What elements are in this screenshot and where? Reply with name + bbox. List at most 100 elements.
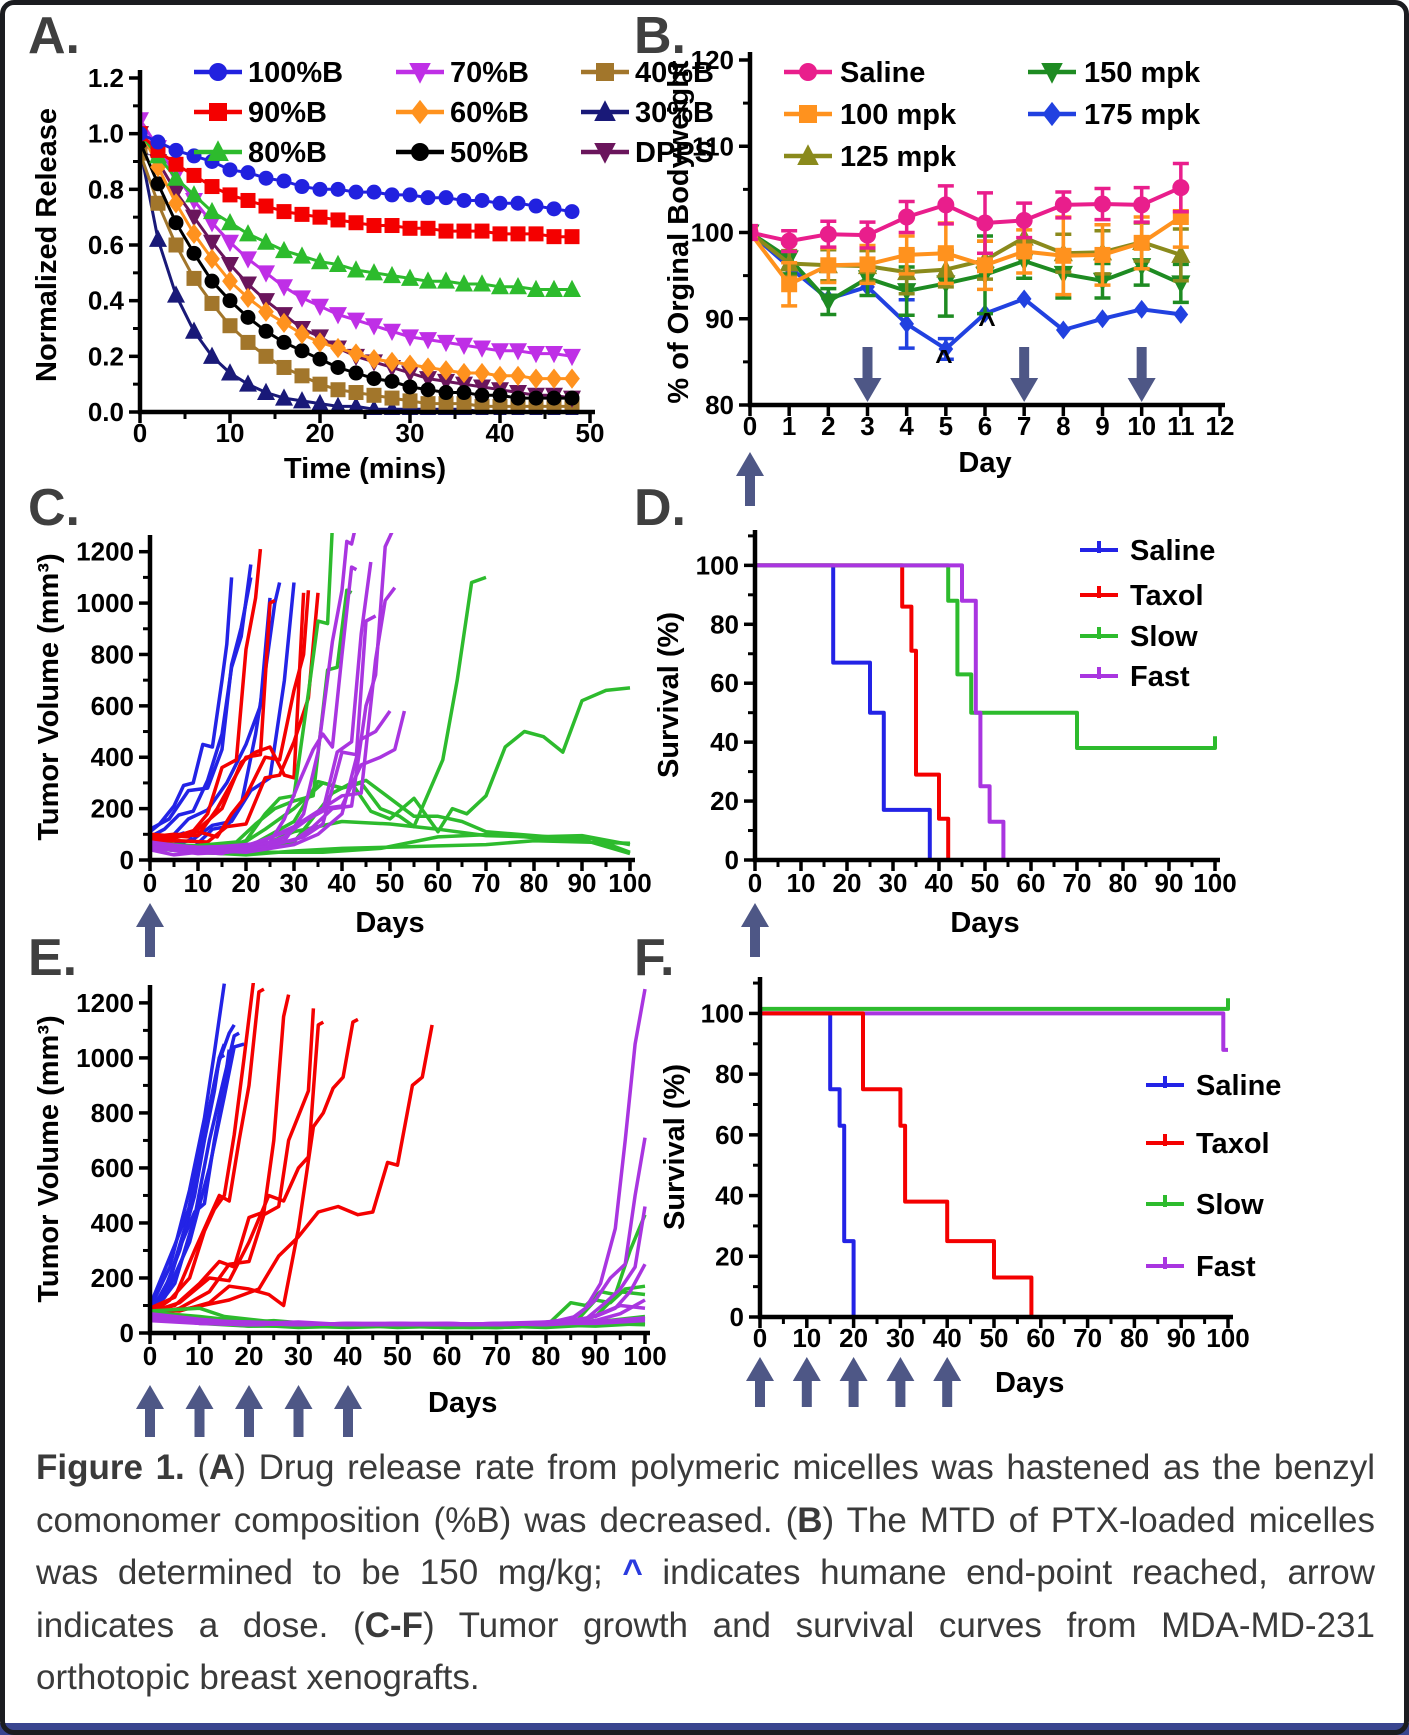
svg-text:100: 100	[608, 868, 651, 898]
svg-text:40%B: 40%B	[635, 57, 714, 89]
svg-text:30: 30	[886, 1323, 915, 1353]
panel-E: 0 10 20 30 40 50 60 70 80 90 100020040060080010001…	[33, 983, 667, 1437]
svg-text:20: 20	[833, 868, 862, 898]
caption-segment: A	[209, 1448, 235, 1487]
panel-b-letter: B.	[634, 7, 686, 65]
svg-text:6: 6	[978, 411, 992, 441]
svg-text:80: 80	[710, 609, 739, 639]
panel-D: 0 10 20 30 40 50 60 70 80 90 100 0 20 40 60 80 100 Days Su…	[653, 530, 1237, 957]
humane-endpoint-caret: ^	[935, 345, 953, 378]
up-arrow-icon	[136, 903, 164, 957]
up-arrow-icon	[839, 1357, 868, 1407]
svg-text:90: 90	[568, 868, 597, 898]
caption-segment: ^	[622, 1553, 643, 1592]
humane-endpoint-caret: ^	[978, 307, 996, 340]
svg-text:50: 50	[576, 418, 605, 448]
up-arrow-icon	[235, 1385, 263, 1437]
series-E-fast-3	[150, 1206, 647, 1327]
svg-text:100: 100	[1206, 1323, 1249, 1353]
svg-text:80: 80	[1120, 1323, 1149, 1353]
panel-C-series-area	[150, 533, 631, 857]
svg-text:30: 30	[284, 1341, 313, 1371]
series-D-Slow	[755, 563, 1217, 750]
series-C-saline-6	[150, 582, 296, 847]
svg-text:40: 40	[925, 868, 954, 898]
panel-F: 0 10 20 30 40 50 60 70 80 90 100 0 20 40 60 80 100 Days Su…	[659, 977, 1281, 1407]
svg-text:20: 20	[306, 418, 335, 448]
svg-text:0.8: 0.8	[88, 174, 124, 204]
series-F-Saline	[760, 1011, 856, 1317]
svg-text:0: 0	[143, 868, 157, 898]
svg-text:600: 600	[91, 1153, 134, 1183]
svg-text:100%B: 100%B	[248, 57, 343, 89]
caption-segment: indicates humane end-point reached, arro…	[36, 1553, 1375, 1645]
legend-item-90%B: 90%B	[194, 97, 327, 129]
caption-segment: ) Tumor growth and survival curves from …	[36, 1605, 1375, 1698]
svg-text:30: 30	[396, 418, 425, 448]
legend-item-Saline: Saline	[784, 57, 925, 89]
svg-text:0: 0	[730, 1302, 744, 1332]
series-C-saline-3	[150, 582, 282, 847]
svg-text:3: 3	[860, 411, 874, 441]
svg-text:100 mpk: 100 mpk	[840, 99, 957, 131]
legend-item-Taxol: Taxol	[1080, 580, 1204, 612]
panel-D-xaxis-label: Days	[950, 907, 1019, 939]
svg-text:0.6: 0.6	[88, 230, 124, 260]
up-arrow-icon	[136, 1385, 164, 1437]
up-arrow-icon	[933, 1357, 962, 1407]
svg-text:2: 2	[821, 411, 835, 441]
panel-A: 0 10 20 30 40 50 0.0 0.2 0.4 0.6 0.8 1.0 1.2 Time (mi…	[31, 57, 714, 485]
series-E-saline-7	[150, 1049, 231, 1311]
legend-item-100%B: 100%B	[194, 57, 343, 89]
caption-segment: B	[797, 1500, 823, 1540]
svg-text:1000: 1000	[76, 588, 134, 618]
svg-text:100: 100	[691, 218, 734, 248]
panel-C-yaxis-label: Tumor Volume (mm³)	[33, 553, 65, 840]
legend-item-Taxol: Taxol	[1146, 1128, 1270, 1160]
svg-text:50%B: 50%B	[450, 137, 529, 169]
series-E-saline-4	[150, 1031, 240, 1318]
svg-text:60%B: 60%B	[450, 97, 529, 129]
series-E-taxol-4	[150, 1008, 316, 1319]
svg-text:90%B: 90%B	[248, 97, 327, 129]
svg-text:200: 200	[91, 1263, 134, 1293]
series-D-Saline	[755, 563, 932, 860]
panel-C: 0 10 20 30 40 50 60 70 80 90 100020040060080010001…	[33, 533, 652, 957]
svg-text:DPPS: DPPS	[635, 137, 714, 169]
caption-segment: ) The MTD of PTX-loaded micelles was det…	[36, 1500, 1375, 1593]
series-E-taxol-7	[150, 1024, 434, 1317]
panel-E-series-area	[150, 983, 647, 1330]
svg-text:125 mpk: 125 mpk	[840, 141, 957, 173]
panel-C-xaxis-label: Days	[355, 907, 424, 939]
svg-text:70: 70	[1073, 1323, 1102, 1353]
panel-c-letter: C.	[28, 479, 80, 537]
panel-B-xaxis-label: Day	[958, 447, 1011, 479]
legend-item-150 mpk: 150 mpk	[1028, 57, 1201, 89]
svg-text:11: 11	[1167, 411, 1195, 441]
svg-text:0.0: 0.0	[88, 397, 124, 427]
svg-text:9: 9	[1095, 411, 1109, 441]
svg-text:60: 60	[424, 868, 453, 898]
legend-item-Saline: Saline	[1146, 1070, 1281, 1102]
series-E-taxol-5	[150, 1020, 325, 1315]
svg-text:20: 20	[715, 1241, 744, 1271]
panel-E-yaxis-label: Tumor Volume (mm³)	[33, 1015, 65, 1302]
series-D-Taxol	[755, 563, 951, 860]
svg-text:90: 90	[581, 1341, 610, 1371]
panel-f-letter: F.	[634, 929, 675, 987]
caption-segment: C-F	[364, 1605, 423, 1645]
svg-text:Taxol: Taxol	[1196, 1128, 1270, 1160]
svg-text:0: 0	[748, 868, 762, 898]
svg-text:20: 20	[232, 868, 261, 898]
caption-segment: (	[197, 1448, 210, 1487]
series-E-saline-3	[150, 983, 227, 1309]
legend-item-Fast: Fast	[1080, 661, 1190, 693]
svg-text:80%B: 80%B	[248, 137, 327, 169]
down-arrow-icon	[853, 347, 882, 402]
svg-text:40: 40	[933, 1323, 962, 1353]
svg-text:50: 50	[980, 1323, 1009, 1353]
series-F-Fast	[760, 1011, 1228, 1052]
legend-item-80%B: 80%B	[194, 137, 327, 169]
svg-text:0: 0	[725, 845, 739, 875]
